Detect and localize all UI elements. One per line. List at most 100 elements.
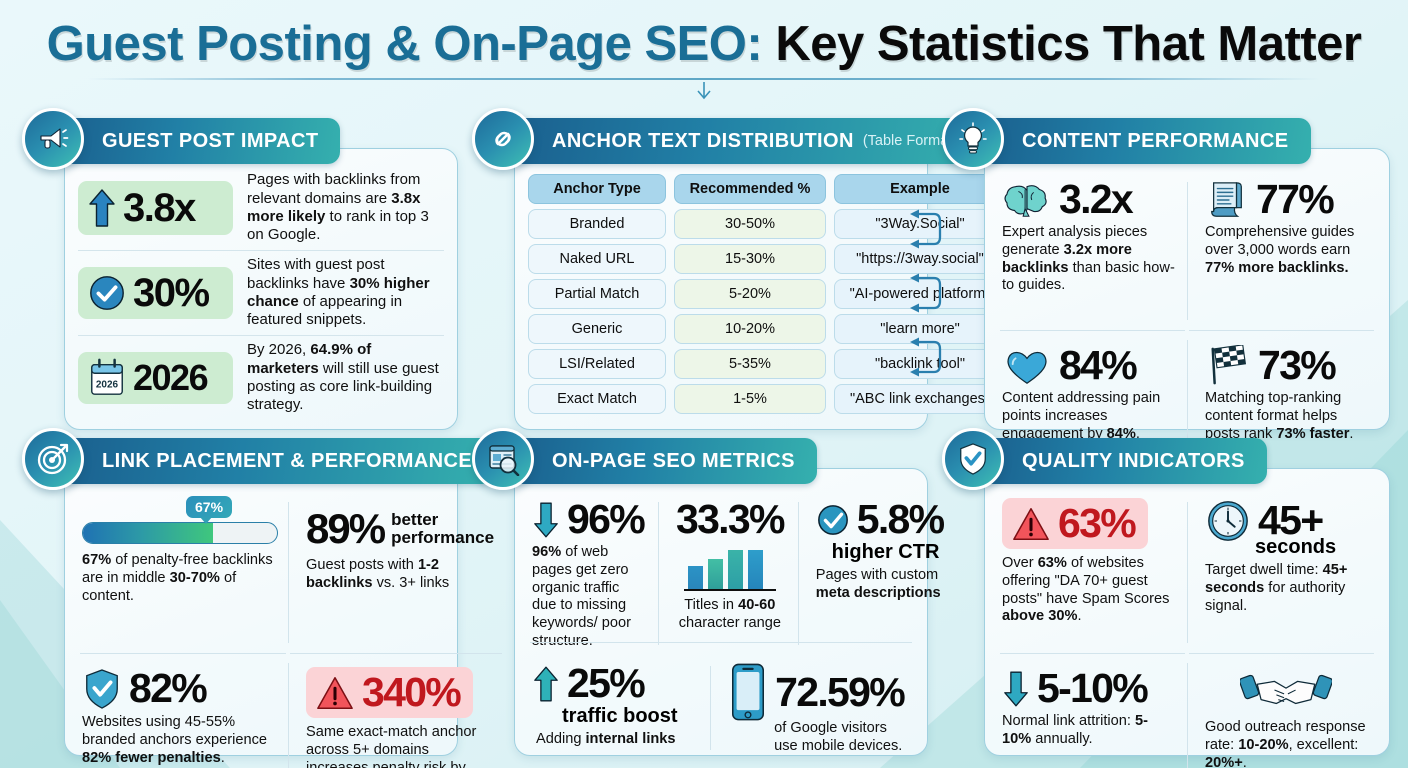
divider — [530, 642, 912, 643]
icon-row — [1205, 667, 1366, 715]
title-divider — [0, 78, 1408, 100]
column-header: Example — [834, 174, 1006, 204]
down-arrow-icon — [1004, 671, 1028, 706]
stat-description: Same exact-match anchor across 5+ domain… — [306, 724, 494, 768]
handshake-icon — [1239, 674, 1332, 705]
text-part: of appearing in featured snippets. — [247, 293, 403, 329]
megaphone-icon — [22, 108, 84, 170]
stat-cell-spam-scores: 63% Over 63% of websites offering "DA 70… — [998, 492, 1187, 653]
divider — [78, 335, 444, 336]
stat-description: of Google visitors use mobile devices. — [774, 720, 903, 754]
stat-cell-expert-analysis: 3.2x Expert analysis pieces generate 3.2… — [998, 172, 1187, 330]
up-arrow-icon — [89, 189, 115, 227]
label-line-1: better — [391, 509, 439, 529]
metrics-bottom-row: 25% traffic boost Adding internal links — [528, 642, 914, 760]
stat-description: Content addressing pain points increases… — [1002, 390, 1177, 443]
text-part: character range — [678, 614, 781, 631]
stat-label: seconds — [1255, 536, 1337, 558]
text-part: Comprehensive guides over 3,000 words ea… — [1205, 224, 1355, 258]
text-part: vs. 3+ links — [372, 574, 450, 591]
anchor-text-table: Anchor Type Recommended % Example Brande… — [528, 172, 1006, 414]
text-part: for authority signal. — [1205, 579, 1346, 614]
stat-description: Guest posts with 1-2 backlinks vs. 3+ li… — [306, 557, 494, 593]
link-chain-icon — [472, 108, 534, 170]
text-bold: 64.9% of marketers — [247, 341, 372, 377]
stat-label: higher CTR — [831, 541, 940, 564]
divider — [797, 502, 799, 645]
stat-cell-matching-format: 73% Matching top-ranking content format … — [1187, 330, 1376, 488]
stat-header: 45+ — [1205, 498, 1366, 544]
text-part: Content addressing pain points increases… — [1002, 390, 1161, 442]
cell-anchor-type: Branded — [528, 209, 666, 239]
divider — [288, 663, 289, 768]
text-bold: 63% — [1037, 555, 1067, 572]
mobile-phone-icon — [732, 663, 765, 721]
stat-description: Pages with custom meta descriptions — [816, 567, 944, 603]
stat-cell-penalty-risk: 340% Same exact-match anchor across 5+ d… — [288, 653, 504, 768]
text-bold: 96% — [532, 544, 562, 561]
lightbulb-icon — [942, 108, 1004, 170]
stat-value: 340% — [362, 669, 462, 715]
stat-header: 82% — [82, 667, 278, 711]
calendar-year-label: 2026 — [96, 380, 119, 391]
panel-header: ON-PAGE SEO METRICS — [508, 438, 817, 484]
panel-heading: QUALITY INDICATORS — [1022, 449, 1245, 472]
metrics-top-row: 96% 96% of web pages get zero organic tr… — [528, 492, 945, 649]
table-row: Generic 10-20% "learn more" — [528, 314, 1006, 344]
text-bold: 84% — [1106, 425, 1136, 442]
divider — [290, 653, 503, 654]
text-bold: 20%+ — [1205, 754, 1243, 768]
cell-recommended-pct: 1-5% — [674, 384, 826, 414]
divider — [1187, 182, 1188, 320]
stat-cell-traffic-boost: 25% traffic boost Adding internal links — [528, 656, 710, 760]
warning-triangle-icon — [1013, 507, 1049, 540]
text-bold: 30-70% — [169, 569, 220, 586]
cell-example: "learn more" — [834, 314, 1006, 344]
table-row: Partial Match 5-20% "AI-powered platform… — [528, 279, 1006, 309]
page-title: Guest Posting & On-Page SEO: Key Statist… — [0, 0, 1408, 72]
stat-cell-better-performance: 89% better performance Guest posts with … — [288, 492, 504, 653]
cell-recommended-pct: 10-20% — [674, 314, 826, 344]
stat-header: 96% — [532, 497, 646, 541]
panel-heading: ANCHOR TEXT DISTRIBUTION — [552, 129, 854, 152]
stat-row: 30% Sites with guest post backlinks have… — [78, 256, 444, 330]
bar-4 — [747, 550, 763, 589]
check-circle-icon — [817, 504, 848, 535]
stat-value: 33.3% — [675, 496, 785, 542]
stat-value: 5-10% — [1037, 665, 1149, 711]
panel-quality-indicators: QUALITY INDICATORS 63% — [942, 428, 1398, 768]
divider — [1000, 653, 1185, 654]
panel-grid: GUEST POST IMPACT 3.8x — [22, 108, 1390, 768]
stat-description: By 2026, 64.9% of marketers will still u… — [247, 341, 444, 415]
panel-body: 63% Over 63% of websites offering "DA 70… — [998, 492, 1376, 768]
progress-badge: 67% — [186, 496, 233, 524]
table-container: Anchor Type Recommended % Example Brande… — [528, 172, 1006, 414]
chevron-down-icon — [697, 82, 711, 100]
panel-header: LINK PLACEMENT & PERFORMANCE — [58, 438, 495, 484]
divider — [657, 502, 659, 645]
text-part: Matching top-ranking content format help… — [1205, 390, 1342, 442]
clock-icon — [1208, 501, 1248, 541]
stat-description: Sites with guest post backlinks have 30%… — [247, 256, 444, 330]
stat-value: 3.8x — [123, 186, 196, 230]
text-bold: 67% — [82, 552, 112, 568]
heart-icon — [1007, 351, 1047, 384]
panel-subheading: (Table Format) — [862, 133, 958, 149]
divider — [78, 250, 444, 251]
divider — [1187, 502, 1188, 643]
text-part: to rank in top 3 on Google. — [247, 208, 429, 244]
warning-triangle-icon — [317, 676, 353, 709]
stat-header: 5.8% — [816, 497, 945, 541]
target-bullseye-icon — [22, 428, 84, 490]
stat-label: better performance — [391, 509, 494, 548]
stat-header: 89% better performance — [306, 498, 494, 550]
stat-cell-comprehensive-guides: 77% Comprehensive guides over 3,000 word… — [1187, 172, 1376, 330]
stat-value: 45+ — [1258, 497, 1324, 544]
text-part: Pages with backlinks from relevant domai… — [247, 171, 421, 207]
stat-row: 2026 2026 By 2026, 64.9% of marketers wi… — [78, 341, 444, 415]
bar-1 — [687, 566, 703, 589]
text-bold: 77% more backlinks. — [1205, 259, 1349, 276]
text-part: Over — [1002, 555, 1038, 572]
text-bold: 10-20% — [1238, 736, 1289, 753]
panel-content-performance: CONTENT PERFORMANCE — [942, 108, 1398, 478]
